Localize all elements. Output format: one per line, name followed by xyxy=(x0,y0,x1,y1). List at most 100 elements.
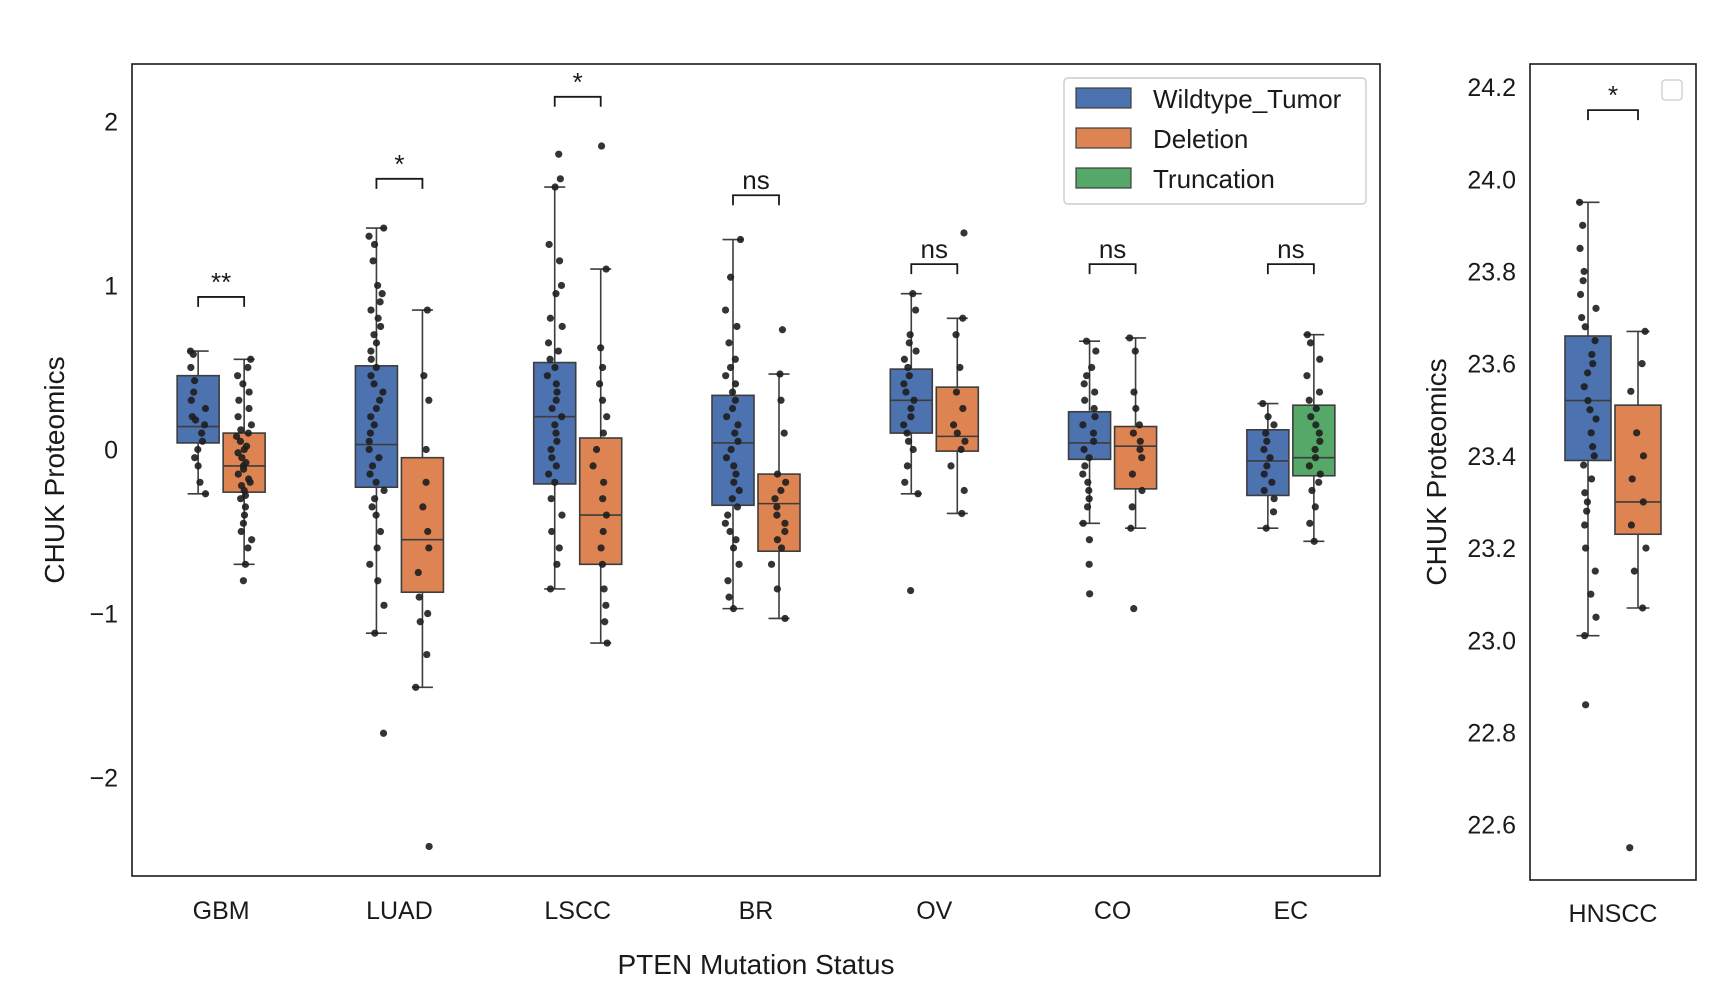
legend: Wildtype_Tumor Deletion Truncation xyxy=(1063,77,1367,205)
data-point xyxy=(728,495,736,503)
data-point xyxy=(1127,524,1135,532)
data-point xyxy=(597,344,605,352)
data-point xyxy=(555,150,563,158)
data-point xyxy=(1079,421,1087,429)
data-point xyxy=(423,306,431,314)
data-point xyxy=(424,609,432,618)
significance-bracket xyxy=(375,177,424,189)
data-point xyxy=(365,445,373,454)
data-point xyxy=(376,298,384,306)
data-point xyxy=(365,232,373,240)
box-luad-wildtype_tumor xyxy=(354,224,399,737)
box-gbm-wildtype_tumor xyxy=(176,347,220,498)
data-point xyxy=(1128,470,1137,478)
data-point xyxy=(240,511,249,519)
data-point xyxy=(1306,519,1314,527)
data-point xyxy=(1312,421,1320,429)
data-point xyxy=(952,331,960,339)
data-point xyxy=(1305,396,1313,404)
data-point xyxy=(1090,437,1098,445)
data-point xyxy=(1591,567,1599,575)
data-point xyxy=(1264,413,1272,421)
x-tick-label: LUAD xyxy=(366,897,433,925)
data-point xyxy=(1589,443,1597,451)
data-point xyxy=(546,585,555,593)
y-tick-label: 22.8 xyxy=(1467,719,1516,747)
box-luad-deletion xyxy=(400,306,445,851)
data-point xyxy=(237,527,245,536)
data-point xyxy=(906,331,914,339)
data-point xyxy=(380,486,388,495)
data-point xyxy=(367,306,375,314)
data-point xyxy=(379,729,388,737)
data-point xyxy=(589,462,597,470)
data-point xyxy=(726,363,735,372)
iqr-box xyxy=(400,456,445,594)
data-point xyxy=(240,445,248,454)
x-tick-label: GBM xyxy=(193,897,250,925)
data-point xyxy=(1085,495,1093,503)
data-point xyxy=(781,519,789,527)
data-point xyxy=(780,429,788,437)
data-point xyxy=(370,240,379,249)
y-tick-label: 24.0 xyxy=(1467,166,1516,194)
data-point xyxy=(1312,404,1320,413)
data-point xyxy=(1085,486,1093,495)
significance-bracket xyxy=(197,296,246,307)
data-point xyxy=(949,421,958,429)
data-point xyxy=(374,314,382,322)
data-point xyxy=(1084,478,1092,486)
data-point xyxy=(194,462,202,470)
data-point xyxy=(1303,372,1311,380)
significance-label: ** xyxy=(211,267,231,297)
y-tick-label: 22.6 xyxy=(1467,812,1516,840)
data-point xyxy=(905,372,913,380)
data-point xyxy=(191,416,200,424)
data-point xyxy=(1308,486,1316,495)
data-point xyxy=(598,363,607,372)
data-point xyxy=(1587,475,1596,483)
data-point xyxy=(196,478,204,486)
data-point xyxy=(1126,334,1134,342)
data-point xyxy=(1263,462,1271,470)
data-point xyxy=(1136,437,1144,445)
data-point xyxy=(909,445,917,454)
data-point xyxy=(960,229,968,237)
data-point xyxy=(245,388,253,396)
data-point xyxy=(900,421,908,429)
data-point xyxy=(1576,244,1584,253)
data-point xyxy=(366,470,374,478)
data-point xyxy=(1581,632,1589,640)
data-point xyxy=(190,388,198,396)
data-point xyxy=(961,437,969,445)
data-point xyxy=(368,462,377,470)
data-point xyxy=(239,380,247,388)
data-point xyxy=(1081,462,1089,470)
x-tick-label: LSCC xyxy=(544,897,611,925)
data-point xyxy=(1138,486,1146,495)
data-point xyxy=(597,544,605,552)
data-point xyxy=(729,605,738,613)
x-tick-label: HNSCC xyxy=(1569,900,1658,928)
data-point xyxy=(721,306,730,314)
data-point xyxy=(1305,462,1313,470)
plot-frame xyxy=(1529,63,1697,881)
data-point xyxy=(370,380,378,388)
data-point xyxy=(777,396,785,404)
data-point xyxy=(771,495,779,503)
data-point xyxy=(904,437,913,445)
box-br-deletion xyxy=(757,326,801,623)
data-point xyxy=(599,495,607,503)
data-point xyxy=(422,478,430,486)
data-point xyxy=(592,445,601,454)
data-point xyxy=(1576,198,1584,206)
data-point xyxy=(1262,429,1270,437)
data-point xyxy=(907,413,915,421)
data-point xyxy=(412,683,420,691)
data-point xyxy=(377,322,385,331)
data-point xyxy=(198,437,207,445)
data-point xyxy=(1079,519,1087,527)
data-point xyxy=(597,142,606,150)
data-point xyxy=(1083,503,1092,511)
data-point xyxy=(598,560,607,568)
